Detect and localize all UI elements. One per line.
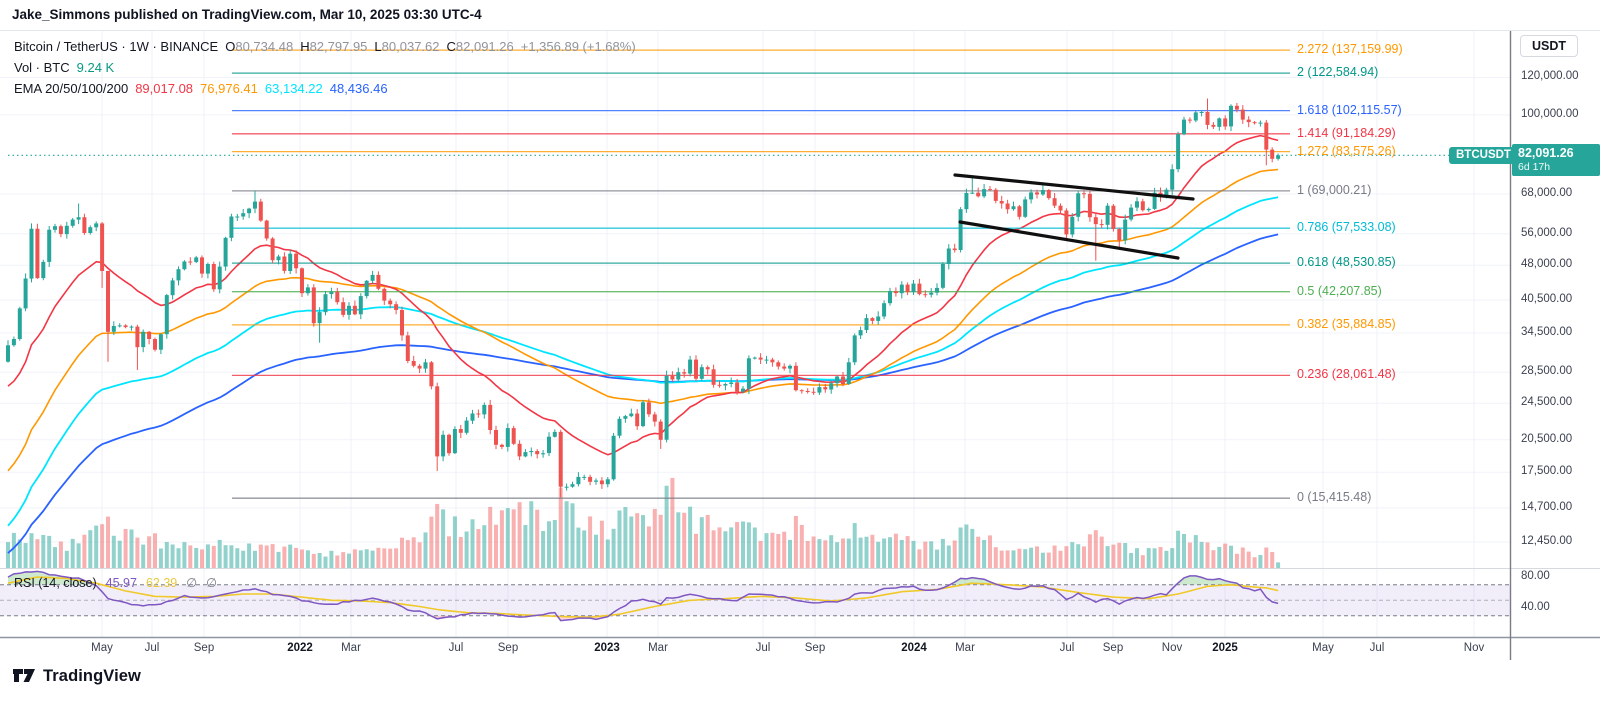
currency-toggle[interactable]: USDT <box>1520 35 1579 57</box>
rsi-legend-row[interactable]: RSI (14, close) 45.97 62.39 ∅ ∅ <box>14 575 217 590</box>
price-tick-label: 12,450.00 <box>1521 534 1573 547</box>
ema-legend-row[interactable]: EMA 20/50/100/200 89,017.08 76,976.41 63,13… <box>14 81 395 96</box>
time-tick-label: Mar <box>955 642 975 654</box>
volume-bars <box>6 477 1281 568</box>
price-tick-label: 100,000.00 <box>1521 107 1579 120</box>
time-tick-label: May <box>91 642 113 654</box>
attribution-text: Jake_Simmons published on TradingView.co… <box>12 7 482 22</box>
ema-values: 89,017.08 76,976.41 63,134.22 48,436.46 <box>135 81 388 96</box>
time-tick-label: Sep <box>804 642 826 654</box>
fib-level-label: 1 (69,000.21) <box>1297 182 1372 197</box>
time-tick-label: Sep <box>1102 642 1124 654</box>
trendline <box>958 220 1180 260</box>
rsi-plot <box>0 570 1510 622</box>
volume-legend-row[interactable]: Vol · BTC 9.24 K <box>14 60 114 75</box>
fib-level-label: 0.236 (28,061.48) <box>1297 367 1396 382</box>
last-price-badge: 82,091.26 6d 17h <box>1512 144 1600 176</box>
time-tick-label: 2025 <box>1212 642 1238 654</box>
price-tick-label: 68,000.00 <box>1521 186 1573 199</box>
fib-level-label: 2.272 (137,159.99) <box>1297 42 1403 57</box>
fib-level-label: 1.618 (102,115.57) <box>1297 102 1402 117</box>
rsi-value: 45.97 <box>105 576 137 590</box>
fib-lines <box>232 49 1290 499</box>
tradingview-logo-icon <box>13 669 35 682</box>
time-tick-label: Sep <box>497 642 519 654</box>
rsi-tick-label: 40.00 <box>1521 601 1550 613</box>
time-tick-label: Jul <box>448 642 464 654</box>
last-price-value: 82,091.26 <box>1518 146 1574 160</box>
time-tick-label: Jul <box>1059 642 1075 654</box>
price-tick-label: 40,500.00 <box>1521 293 1573 306</box>
time-tick-label: 2024 <box>901 642 927 654</box>
tradingview-logo-text: TradingView <box>43 666 141 685</box>
time-tick-label: Jul <box>144 642 160 654</box>
fib-level-label: 0.786 (57,533.08) <box>1297 220 1396 235</box>
candle-countdown: 6d 17h <box>1518 161 1551 173</box>
time-tick-label: Jul <box>755 642 771 654</box>
fib-level-label: 0.382 (35,884.85) <box>1297 316 1396 331</box>
price-tick-label: 20,500.00 <box>1521 432 1573 445</box>
price-tick-label: 17,500.00 <box>1521 465 1573 478</box>
fib-level-label: 0 (15,415.48) <box>1297 490 1372 505</box>
ema-label: EMA 20/50/100/200 <box>14 81 129 96</box>
time-tick-label: Nov <box>1161 642 1183 654</box>
time-tick-label: 2022 <box>287 642 313 654</box>
rsi-empty-value-1: ∅ <box>186 576 198 590</box>
volume-label: Vol · BTC <box>14 60 70 75</box>
time-tick-label: 2023 <box>594 642 620 654</box>
fib-level-label: 1.272 (83,575.26) <box>1297 143 1396 158</box>
fib-level-label: 2 (122,584.94) <box>1297 65 1379 80</box>
header-divider <box>0 30 1600 31</box>
time-tick-label: Mar <box>648 642 668 654</box>
price-tick-label: 24,500.00 <box>1521 396 1573 409</box>
last-symbol-badge: BTCUSDT <box>1449 147 1518 164</box>
price-tick-label: 14,700.00 <box>1521 500 1573 513</box>
rsi-label: RSI (14, close) <box>14 576 97 590</box>
price-tick-label: 56,000.00 <box>1521 226 1573 239</box>
fib-level-label: 0.5 (42,207.85) <box>1297 283 1382 298</box>
fib-level-label: 0.618 (48,530.85) <box>1297 255 1396 270</box>
volume-value: 9.24 K <box>76 60 115 75</box>
price-tick-label: 34,500.00 <box>1521 326 1573 338</box>
price-tick-label: 48,000.00 <box>1521 258 1573 271</box>
change-value: +1,356.89 (+1.68%) <box>520 39 636 54</box>
rsi-ma-value: 62.39 <box>145 576 178 590</box>
rsi-empty-value-2: ∅ <box>206 576 218 590</box>
tradingview-logo[interactable]: TradingView <box>12 666 141 686</box>
time-tick-label: Jul <box>1369 642 1385 654</box>
time-tick-label: May <box>1312 642 1334 654</box>
time-tick-label: Nov <box>1463 642 1485 654</box>
ohlc-values: O80,734.48 H82,797.95 L80,037.62 C82,091.26 <box>225 39 514 54</box>
candles <box>6 98 1281 498</box>
symbol-legend-row[interactable]: Bitcoin / TetherUS · 1W · BINANCE O80,734… <box>14 39 636 54</box>
time-tick-label: Sep <box>193 642 215 654</box>
price-tick-label: 120,000.00 <box>1521 70 1579 83</box>
price-tick-label: 28,500.00 <box>1521 365 1573 378</box>
fib-level-label: 1.414 (91,184.29) <box>1297 125 1396 140</box>
symbol-title: Bitcoin / TetherUS · 1W · BINANCE <box>14 39 219 54</box>
time-tick-label: Mar <box>341 642 361 654</box>
trendline <box>953 173 1195 201</box>
rsi-tick-label: 80.00 <box>1521 570 1550 582</box>
ema-lines <box>7 134 1279 554</box>
